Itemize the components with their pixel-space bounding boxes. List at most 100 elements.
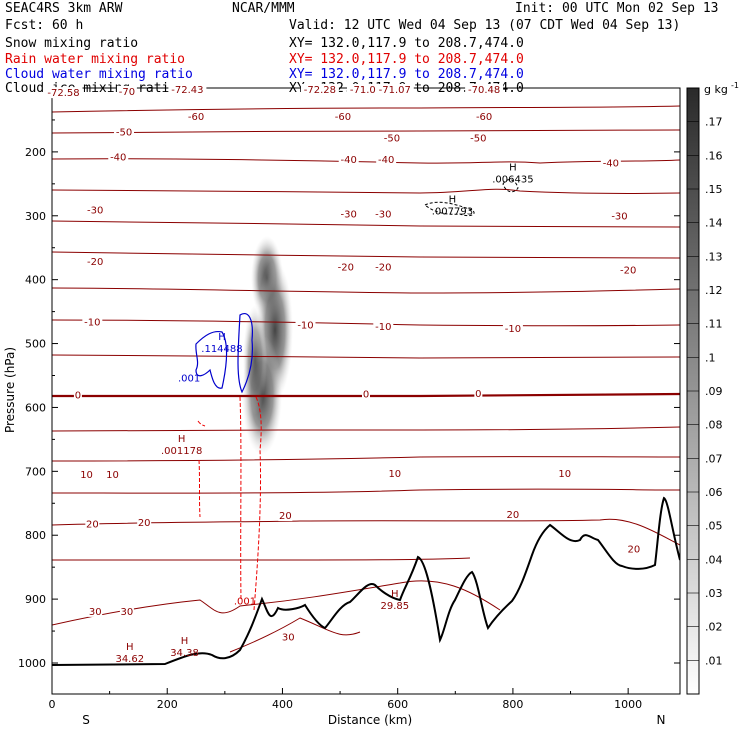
contour-label-bg bbox=[168, 83, 207, 95]
contour-label: 30 bbox=[121, 607, 134, 618]
colorbar-tick-label: .1 bbox=[705, 351, 716, 364]
contour-label-bg bbox=[618, 264, 639, 276]
contour-label-bg bbox=[373, 208, 394, 220]
contour-label: -10 bbox=[375, 322, 391, 333]
contour-label: 10 bbox=[106, 470, 119, 481]
contour-label: 0 bbox=[75, 390, 81, 401]
contour-label: -50 bbox=[384, 133, 400, 144]
x-tick-label: 800 bbox=[502, 698, 523, 711]
contour-label: -20 bbox=[620, 266, 636, 277]
contour-label-bg bbox=[373, 320, 394, 332]
contour-label-bg bbox=[332, 110, 353, 122]
colorbar-tick-label: .01 bbox=[705, 654, 723, 667]
contour-label: -60 bbox=[476, 112, 492, 123]
x-tick-label: 200 bbox=[157, 698, 178, 711]
contour-label: 0 bbox=[363, 390, 369, 401]
forecast-hour: Fcst: 60 h bbox=[5, 18, 84, 33]
contour-label: -40 bbox=[110, 153, 126, 164]
snow-field-xy: XY= 132.0,117.9 to 208.7,474.0 bbox=[289, 36, 524, 51]
contour-label-bg bbox=[376, 154, 397, 166]
colorbar-tick-label: .07 bbox=[705, 452, 723, 465]
extremum-value: .001 bbox=[234, 596, 256, 607]
contour-label-bg bbox=[502, 322, 523, 334]
rain-water-contours bbox=[197, 396, 262, 611]
contour-label: -70.48 bbox=[468, 85, 500, 96]
contour-label-bg bbox=[626, 543, 641, 555]
contour-label-bg bbox=[474, 110, 495, 122]
extremum-value: 34.62 bbox=[115, 654, 144, 665]
contour-label-bg bbox=[338, 208, 359, 220]
org-label: NCAR/MMM bbox=[232, 1, 295, 16]
y-tick-label: 200 bbox=[25, 146, 46, 159]
extremum-letter: H bbox=[391, 589, 399, 600]
contour-label: -50 bbox=[470, 133, 486, 144]
contour-label: -20 bbox=[87, 257, 103, 268]
colorbar-tick-label: .15 bbox=[705, 183, 723, 196]
contour-label: 20 bbox=[279, 511, 292, 522]
contour-label-bg bbox=[381, 132, 402, 144]
y-tick-label: 1000 bbox=[18, 657, 46, 670]
extremum-value: .001178 bbox=[161, 446, 202, 457]
contour-label-bg bbox=[116, 85, 137, 97]
y-tick-label: 800 bbox=[25, 529, 46, 542]
contour-label-bg bbox=[79, 469, 94, 481]
extremum-value: .114488 bbox=[201, 344, 242, 355]
x-tick-label: 1000 bbox=[614, 698, 642, 711]
contour-label: -60 bbox=[335, 112, 351, 123]
contour-label-bg bbox=[474, 388, 483, 400]
snow-shading bbox=[242, 236, 293, 455]
contour-label-bg bbox=[281, 631, 296, 643]
colorbar-unit: g kg bbox=[704, 83, 728, 96]
contour-label: -30 bbox=[611, 211, 627, 222]
extremum-value: 29.85 bbox=[380, 601, 409, 612]
valid-time: Valid: 12 UTC Wed 04 Sep 13 (07 CDT Wed … bbox=[289, 18, 681, 33]
contour-label: -40 bbox=[378, 155, 394, 166]
extremum-letter: H bbox=[181, 636, 189, 647]
contour-label-bg bbox=[44, 87, 83, 99]
contour-label: -30 bbox=[375, 210, 391, 221]
terrain-profile bbox=[52, 496, 680, 666]
contour-label-bg bbox=[362, 388, 370, 400]
extremum-letter: H bbox=[126, 642, 134, 653]
cloud-ice-contour-1 bbox=[424, 201, 475, 217]
extremum-value: .007793 bbox=[432, 207, 473, 218]
cloudwater-field-xy: XY= 132.0,117.9 to 208.7,474.0 bbox=[289, 67, 524, 82]
snow-field-name: Snow mixing ratio bbox=[5, 36, 139, 51]
contour-label-bg bbox=[186, 110, 207, 122]
extremum-value: .001 bbox=[178, 373, 200, 384]
rain-field-name: Rain water mixing ratio bbox=[5, 52, 186, 67]
contour-label-bg bbox=[373, 261, 394, 273]
contour-label: 30 bbox=[89, 607, 102, 618]
contour-label-bg bbox=[600, 157, 621, 169]
colorbar-tick-label: .14 bbox=[705, 217, 723, 230]
contour-label: -30 bbox=[341, 210, 357, 221]
contour-label-bg bbox=[85, 255, 106, 267]
contour-label-bg bbox=[119, 605, 134, 617]
x-tick-label: 0 bbox=[49, 698, 56, 711]
contour-label: 20 bbox=[507, 510, 520, 521]
contour-label: -70 bbox=[119, 87, 135, 98]
contour-label: 10 bbox=[558, 469, 571, 480]
colorbar-tick-label: .03 bbox=[705, 587, 723, 600]
rain-field-xy: XY= 132.0,117.9 to 208.7,474.0 bbox=[289, 52, 524, 67]
contour-label: 20 bbox=[86, 519, 99, 530]
contour-label: 10 bbox=[388, 469, 401, 480]
contour-label: 0 bbox=[475, 389, 481, 400]
contour-label-bg bbox=[85, 518, 100, 530]
contour-label-bg bbox=[73, 389, 82, 401]
contour-label: 20 bbox=[138, 518, 151, 529]
north-label: N bbox=[657, 713, 666, 727]
contour-label: -72.28 bbox=[304, 85, 336, 96]
contour-label: -10 bbox=[505, 324, 521, 335]
contour-label-bg bbox=[108, 151, 129, 163]
contour-label-bg bbox=[114, 126, 135, 138]
x-axis-title: Distance (km) bbox=[328, 713, 412, 727]
cloudwater-field-name: Cloud water mixing ratio bbox=[5, 67, 193, 82]
extremum-letter: H bbox=[218, 332, 226, 343]
contour-label-bg bbox=[88, 605, 103, 617]
contour-label-bg bbox=[338, 154, 359, 166]
contour-label: -71.07 bbox=[379, 85, 411, 96]
contour-label-bg bbox=[82, 316, 103, 328]
contour-label-bg bbox=[278, 510, 293, 522]
